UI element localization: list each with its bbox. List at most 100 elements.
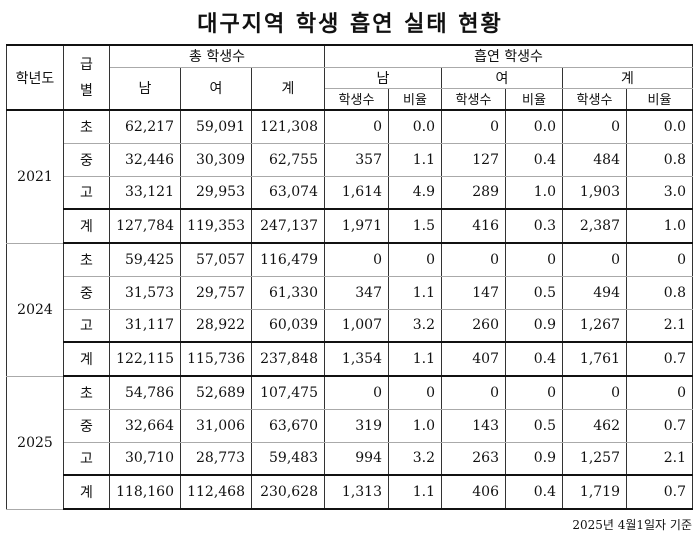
cell-total: 59,483 — [251, 441, 325, 476]
cell-smoking-female-rate: 0.9 — [505, 308, 563, 343]
year-cell: 2024 — [6, 242, 64, 377]
cell-female: 31,006 — [180, 408, 252, 443]
school-level-cell: 초 — [63, 109, 110, 144]
cell-smoking-total-rate: 0 — [626, 375, 693, 410]
cell-smoking-male-rate: 1.0 — [388, 408, 442, 443]
cell-smoking-female-count: 260 — [441, 308, 506, 343]
cell-smoking-total-rate: 0.8 — [626, 275, 693, 310]
cell-total: 60,039 — [251, 308, 325, 343]
cell-smoking-total-count: 1,719 — [562, 474, 627, 510]
cell-smoking-total-rate: 0.7 — [626, 408, 693, 443]
cell-total: 107,475 — [251, 375, 325, 410]
cell-smoking-male-count: 347 — [324, 275, 389, 310]
cell-smoking-female-rate: 0.4 — [505, 474, 563, 510]
header-smoking-male: 남 — [324, 66, 442, 89]
cell-smoking-male-rate: 1.1 — [388, 275, 442, 310]
smoking-statistics-table: 학년도 급 별 총 학생수 흡연 학생수 남 여 계 남 여 계 학생수 비율 … — [6, 44, 693, 510]
cell-smoking-total-rate: 0.8 — [626, 142, 693, 177]
year-cell: 2025 — [6, 375, 64, 510]
cell-male: 54,786 — [109, 375, 181, 410]
cell-smoking-female-rate: 0.4 — [505, 341, 563, 377]
cell-male: 31,117 — [109, 308, 181, 343]
table-row: 중 32,664 31,006 63,670 319 1.0 143 0.5 462 0.7 — [7, 408, 693, 443]
cell-smoking-female-rate: 0.3 — [505, 208, 563, 244]
cell-male: 118,160 — [109, 474, 181, 510]
cell-smoking-female-count: 263 — [441, 441, 506, 476]
cell-smoking-total-count: 2,387 — [562, 208, 627, 244]
cell-total: 230,628 — [251, 474, 325, 510]
header-female-count: 학생수 — [441, 87, 506, 111]
cell-smoking-male-count: 0 — [324, 375, 389, 410]
header-school-level: 급 별 — [63, 44, 110, 111]
cell-smoking-female-rate: 1.0 — [505, 175, 563, 210]
cell-male: 122,115 — [109, 341, 181, 377]
school-level-cell: 중 — [63, 275, 110, 310]
cell-smoking-male-rate: 0 — [388, 242, 442, 277]
cell-smoking-male-rate: 0 — [388, 375, 442, 410]
cell-smoking-total-count: 1,761 — [562, 341, 627, 377]
cell-total: 63,074 — [251, 175, 325, 210]
cell-smoking-total-rate: 2.1 — [626, 308, 693, 343]
cell-smoking-female-rate: 0.5 — [505, 275, 563, 310]
cell-smoking-male-count: 319 — [324, 408, 389, 443]
cell-female: 29,757 — [180, 275, 252, 310]
cell-smoking-total-count: 1,903 — [562, 175, 627, 210]
table-row: 계 118,160 112,468 230,628 1,313 1.1 406 0.4 1,71… — [7, 474, 693, 510]
cell-smoking-total-count: 494 — [562, 275, 627, 310]
cell-smoking-male-count: 994 — [324, 441, 389, 476]
school-level-cell: 고 — [63, 175, 110, 210]
cell-smoking-male-count: 357 — [324, 142, 389, 177]
cell-male: 32,446 — [109, 142, 181, 177]
cell-female: 52,689 — [180, 375, 252, 410]
year-cell: 2021 — [6, 109, 64, 244]
table-row: 2024 초 59,425 57,057 116,479 0 0 0 0 0 0 — [6, 242, 693, 377]
cell-smoking-male-rate: 0.0 — [388, 109, 442, 144]
header-total-count: 학생수 — [562, 87, 627, 111]
cell-smoking-male-rate: 3.2 — [388, 308, 442, 343]
header-total-male: 남 — [109, 66, 181, 111]
cell-total: 116,479 — [251, 242, 325, 277]
cell-smoking-male-rate: 4.9 — [388, 175, 442, 210]
cell-total: 247,137 — [251, 208, 325, 244]
cell-smoking-female-count: 0 — [441, 109, 506, 144]
header-total-students: 총 학생수 — [109, 44, 325, 68]
cell-total: 62,755 — [251, 142, 325, 177]
table-row: 고 30,710 28,773 59,483 994 3.2 263 0.9 1,257 2.1 — [7, 441, 693, 476]
cell-male: 31,573 — [109, 275, 181, 310]
cell-smoking-female-rate: 0 — [505, 375, 563, 410]
cell-male: 59,425 — [109, 242, 181, 277]
cell-smoking-male-rate: 3.2 — [388, 441, 442, 476]
cell-smoking-total-count: 0 — [562, 375, 627, 410]
table-row: 고 33,121 29,953 63,074 1,614 4.9 289 1.0 1,903 3.… — [7, 175, 693, 210]
reference-date-note: 2025년 4월1일자 기준 — [572, 518, 692, 532]
header-smoking-total: 계 — [562, 66, 693, 89]
cell-smoking-total-rate: 2.1 — [626, 441, 693, 476]
cell-smoking-total-count: 1,257 — [562, 441, 627, 476]
school-level-cell: 계 — [63, 474, 110, 510]
cell-smoking-male-count: 1,614 — [324, 175, 389, 210]
cell-smoking-female-count: 407 — [441, 341, 506, 377]
header-male-count: 학생수 — [324, 87, 389, 111]
header-grade-year: 학년도 — [6, 44, 64, 111]
cell-total: 237,848 — [251, 341, 325, 377]
header-smoking-students: 흡연 학생수 — [324, 44, 693, 68]
cell-smoking-total-count: 1,267 — [562, 308, 627, 343]
cell-smoking-female-rate: 0.5 — [505, 408, 563, 443]
school-level-cell: 중 — [63, 408, 110, 443]
school-level-cell: 계 — [63, 341, 110, 377]
cell-smoking-total-count: 484 — [562, 142, 627, 177]
cell-smoking-male-rate: 1.5 — [388, 208, 442, 244]
school-level-cell: 고 — [63, 308, 110, 343]
cell-male: 127,784 — [109, 208, 181, 244]
cell-male: 32,664 — [109, 408, 181, 443]
cell-smoking-total-count: 0 — [562, 242, 627, 277]
table-row: 중 31,573 29,757 61,330 347 1.1 147 0.5 494 0.8 — [7, 275, 693, 310]
cell-female: 115,736 — [180, 341, 252, 377]
cell-smoking-total-count: 0 — [562, 109, 627, 144]
header-female-rate: 비율 — [505, 87, 563, 111]
cell-smoking-female-count: 127 — [441, 142, 506, 177]
table-row: 고 31,117 28,922 60,039 1,007 3.2 260 0.9 1,267 2.… — [7, 308, 693, 343]
school-level-cell: 고 — [63, 441, 110, 476]
cell-female: 30,309 — [180, 142, 252, 177]
header-total-female: 여 — [180, 66, 252, 111]
